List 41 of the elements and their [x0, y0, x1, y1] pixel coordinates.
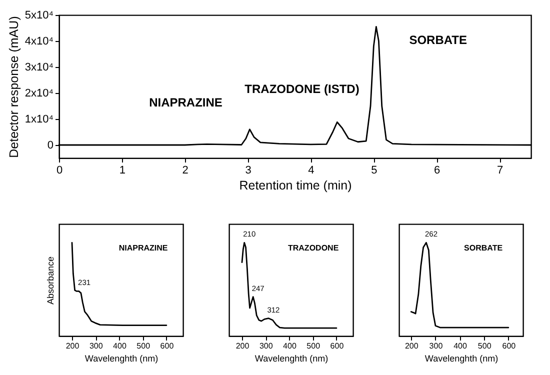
x-tick-label: 500	[306, 342, 321, 350]
x-axis-title: Wavelenghth (nm)	[424, 354, 498, 364]
x-tick-label: 300	[429, 342, 444, 350]
annotation: NIAPRAZINE	[149, 96, 222, 110]
x-tick-label: 1	[119, 164, 126, 176]
y-tick-label: 5x10⁴	[24, 10, 54, 22]
x-axis-title: Wavelenghth (nm)	[254, 354, 328, 364]
x-tick-label: 0	[56, 164, 63, 176]
x-tick-label: 200	[404, 342, 419, 350]
x-tick-label: 600	[502, 342, 516, 350]
x-tick-label: 200	[236, 342, 250, 350]
chart-title: SORBATE	[464, 244, 504, 253]
annotation: TRAZODONE (ISTD)	[244, 82, 360, 96]
y-tick-label: 3x10⁴	[24, 62, 54, 74]
x-tick-label: 600	[160, 342, 174, 350]
annotation: SORBATE	[409, 33, 467, 48]
y-tick-label: 2x10⁴	[24, 88, 54, 100]
x-tick-label: 300	[89, 342, 104, 350]
x-tick-label: 500	[136, 342, 151, 350]
x-tick-label: 3	[245, 164, 252, 176]
y-axis-title: Absorbance	[46, 256, 56, 305]
x-tick-label: 5	[371, 164, 378, 176]
chart-title: NIAPRAZINE	[118, 244, 168, 253]
x-axis-title: Wavelenghth (nm)	[84, 354, 158, 364]
x-tick-label: 500	[478, 342, 492, 350]
chart-title: TRAZODONE	[288, 244, 340, 253]
x-tick-label: 2	[182, 164, 188, 176]
x-tick-label: 7	[496, 164, 504, 176]
x-tick-label: 6	[434, 164, 440, 176]
y-tick-label: 4x10⁴	[24, 36, 54, 48]
x-tick-label: 400	[283, 342, 297, 350]
x-tick-label: 400	[113, 342, 127, 350]
x-tick-label: 600	[330, 342, 344, 350]
x-tick-label: 400	[454, 342, 468, 350]
x-axis-title: Retention time (min)	[239, 178, 352, 192]
x-tick-label: 4	[308, 164, 314, 176]
y-tick-label: 0	[47, 140, 54, 152]
x-tick-label: 200	[66, 342, 80, 350]
y-axis-title: Detector response (mAU)	[6, 16, 21, 158]
x-tick-label: 300	[259, 342, 274, 350]
y-tick-label: 1x10⁴	[24, 114, 54, 126]
